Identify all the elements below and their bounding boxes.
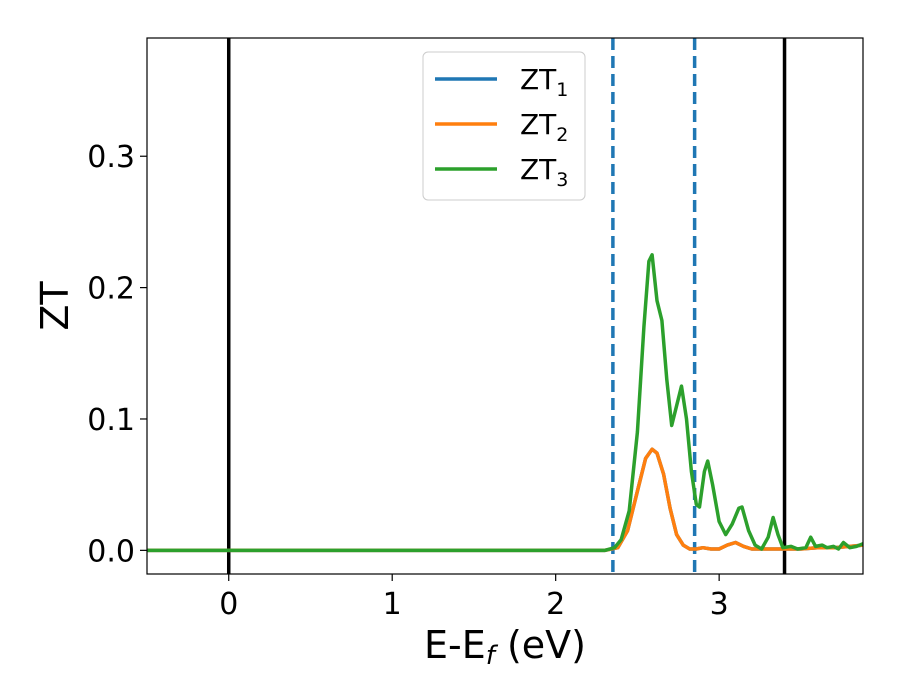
series-line-3 bbox=[147, 253, 863, 553]
y-tick-label-2: 0.2 bbox=[87, 272, 135, 307]
reference-lines bbox=[226, 38, 787, 574]
x-tick-label-3: 3 bbox=[710, 587, 729, 622]
plot-frame bbox=[146, 37, 864, 575]
legend-label-sub-2: 2 bbox=[556, 124, 568, 146]
legend-label-1: ZT1 bbox=[520, 63, 568, 101]
y-tick-label-3: 0.3 bbox=[87, 140, 135, 175]
series-line-2 bbox=[147, 447, 863, 553]
y-tick-label-1: 0.1 bbox=[87, 403, 135, 438]
x-axis: 0 1 2 3 bbox=[219, 574, 729, 622]
legend-label-main-3: ZT bbox=[520, 153, 557, 186]
x-axis-label-main: E-E bbox=[424, 623, 486, 667]
y-tick-label-0: 0.0 bbox=[87, 534, 135, 569]
legend-label-3: ZT3 bbox=[520, 153, 568, 191]
legend-box bbox=[422, 51, 586, 201]
y-axis: 0.0 0.1 0.2 0.3 bbox=[87, 140, 147, 569]
x-tick-label-2: 2 bbox=[546, 587, 565, 622]
legend-label-main-2: ZT bbox=[520, 108, 557, 141]
legend-label-2: ZT2 bbox=[520, 108, 568, 146]
x-axis-label: E-Ef (eV) bbox=[424, 623, 586, 671]
series-lines bbox=[147, 253, 863, 553]
legend-label-main-1: ZT bbox=[520, 63, 557, 96]
x-tick-label-1: 1 bbox=[383, 587, 402, 622]
x-axis-label-unit: (eV) bbox=[495, 623, 586, 667]
x-tick-label-0: 0 bbox=[219, 587, 238, 622]
y-axis-label: ZT bbox=[33, 281, 77, 331]
legend-label-sub-1: 1 bbox=[556, 79, 568, 101]
legend-label-sub-3: 3 bbox=[556, 169, 568, 191]
